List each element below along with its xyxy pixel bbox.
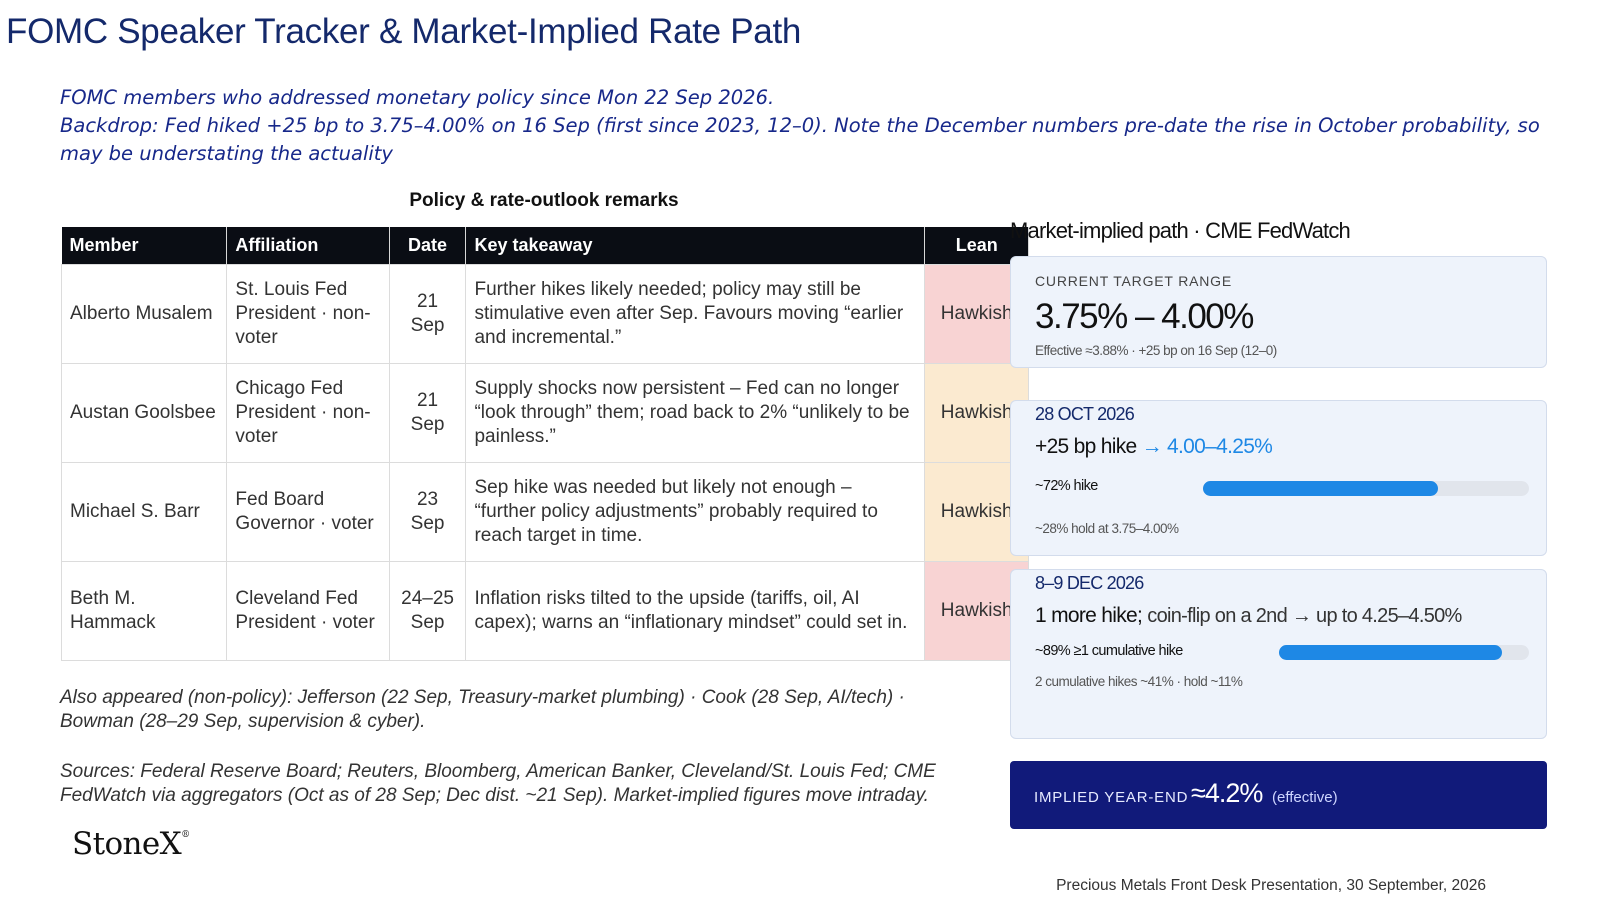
affiliation-cell: Fed Board Governor · voter — [226, 461, 390, 562]
oct-headline-text: +25 bp hike — [1035, 435, 1137, 458]
affiliation-cell: Chicago Fed President · non-voter — [226, 362, 390, 463]
date-cell: 24–25 Sep — [388, 560, 467, 661]
also-appeared-note: Also appeared (non-policy): Jefferson (2… — [60, 687, 905, 732]
current-range-note: Effective ≈3.88% · +25 bp on 16 Sep (12–… — [1035, 343, 1277, 358]
dec-meeting-headline: 1 more hike; coin-flip on a 2nd → up to … — [1035, 604, 1462, 628]
takeaway-cell: Sep hike was needed but likely not enoug… — [465, 461, 926, 562]
member-cell: Austan Goolsbee — [60, 362, 228, 463]
oct-meeting-headline: +25 bp hike → 4.00–4.25% — [1035, 435, 1273, 459]
dec-meeting-date: 8–9 DEC 2026 — [1035, 573, 1144, 593]
table-header-row: Member Affiliation Date Key takeaway Lea… — [61, 227, 1029, 264]
header-date: Date — [389, 227, 467, 264]
oct-meeting-date: 28 OCT 2026 — [1035, 404, 1135, 424]
affiliation-cell: St. Louis Fed President · non-voter — [226, 263, 390, 364]
dec-bar-label: ~89% ≥1 cumulative hike — [1035, 643, 1183, 659]
header-key-takeaway: Key takeaway — [465, 227, 926, 264]
logo-text: StoneX — [72, 826, 182, 862]
dec-probability-bar — [1279, 645, 1529, 660]
oct-target-text: → 4.00–4.25% — [1141, 435, 1273, 458]
footer-text: Precious Metals Front Desk Presentation,… — [1056, 877, 1486, 894]
member-cell: Alberto Musalem — [60, 263, 228, 364]
stonex-logo: StoneX® — [72, 826, 190, 862]
dec-probability-fill — [1279, 645, 1502, 660]
oct-meeting-card: 28 OCT 2026 +25 bp hike → 4.00–4.25% ~72… — [1010, 400, 1547, 556]
registered-mark: ® — [181, 830, 190, 840]
table-row: Michael S. Barr Fed Board Governor · vot… — [60, 461, 1029, 562]
member-cell: Michael S. Barr — [60, 461, 228, 562]
header-affiliation: Affiliation — [226, 227, 390, 264]
intro-text: FOMC members who addressed monetary poli… — [60, 84, 1540, 168]
current-range-label: CURRENT TARGET RANGE — [1035, 273, 1232, 289]
market-panel-title: Market-implied path · CME FedWatch — [1010, 218, 1351, 243]
table-title: Policy & rate-outlook remarks — [409, 190, 679, 211]
table-row: Beth M. Hammack Cleveland Fed President … — [60, 560, 1029, 661]
oct-bar-label: ~72% hike — [1035, 478, 1098, 494]
oct-probability-bar — [1203, 481, 1529, 496]
header-member: Member — [61, 227, 228, 264]
current-range-value: 3.75% – 4.00% — [1035, 297, 1254, 336]
date-cell: 21 Sep — [388, 263, 467, 364]
year-end-value: ≈4.2% — [1191, 778, 1263, 808]
sources-note: Sources: Federal Reserve Board; Reuters,… — [60, 761, 936, 806]
year-end-suffix: (effective) — [1272, 789, 1338, 806]
current-range-card: CURRENT TARGET RANGE 3.75% – 4.00% Effec… — [1010, 256, 1547, 368]
year-end-label: IMPLIED YEAR-END — [1034, 789, 1189, 806]
date-cell: 23 Sep — [388, 461, 467, 562]
oct-hold-note: ~28% hold at 3.75–4.00% — [1035, 521, 1179, 536]
dec-headline-text: 1 more hike; — [1035, 604, 1143, 627]
intro-line-1: FOMC members who addressed monetary poli… — [60, 86, 775, 109]
year-end-card: IMPLIED YEAR-END ≈4.2% (effective) — [1010, 761, 1547, 829]
page-title: FOMC Speaker Tracker & Market-Implied Ra… — [6, 12, 802, 51]
remarks-table: Member Affiliation Date Key takeaway Lea… — [60, 227, 1029, 661]
dec-distribution-note: 2 cumulative hikes ~41% · hold ~11% — [1035, 674, 1243, 689]
dec-headline-rest: coin-flip on a 2nd → up to 4.25–4.50% — [1147, 605, 1462, 627]
affiliation-cell: Cleveland Fed President · voter — [226, 560, 390, 661]
intro-line-2: Backdrop: Fed hiked +25 bp to 3.75–4.00%… — [60, 114, 1540, 165]
table-row: Austan Goolsbee Chicago Fed President · … — [60, 362, 1029, 463]
date-cell: 21 Sep — [388, 362, 467, 463]
oct-probability-fill — [1203, 481, 1438, 496]
table-row: Alberto Musalem St. Louis Fed President … — [60, 263, 1029, 364]
dec-meeting-card: 8–9 DEC 2026 1 more hike; coin-flip on a… — [1010, 569, 1547, 739]
member-cell: Beth M. Hammack — [60, 560, 228, 661]
takeaway-cell: Further hikes likely needed; policy may … — [465, 263, 926, 364]
takeaway-cell: Supply shocks now persistent – Fed can n… — [465, 362, 926, 463]
takeaway-cell: Inflation risks tilted to the upside (ta… — [465, 560, 926, 661]
